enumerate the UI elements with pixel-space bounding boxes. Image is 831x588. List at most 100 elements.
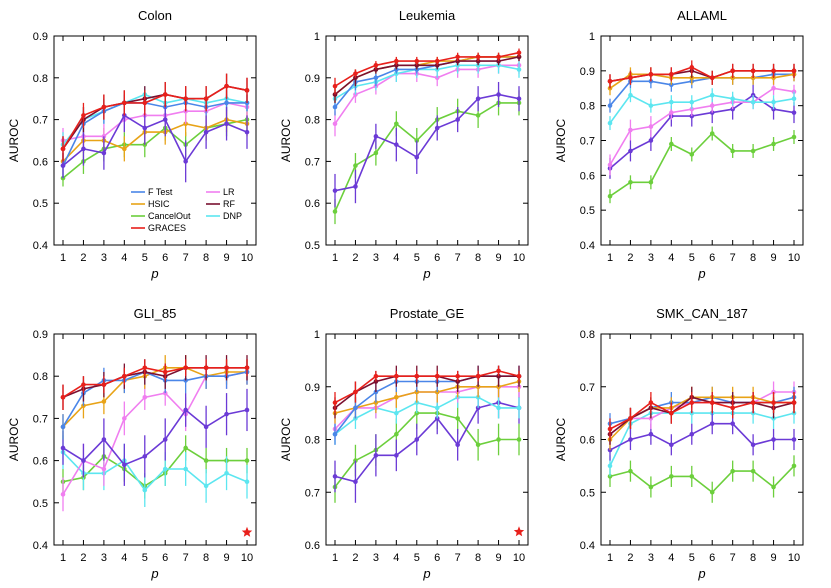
data-point (142, 365, 148, 371)
data-point (60, 492, 66, 497)
data-point (122, 373, 127, 379)
data-point (709, 75, 715, 81)
y-tick-label: 0.6 (33, 156, 48, 168)
data-point (709, 131, 715, 136)
data-point (750, 468, 756, 474)
series-line (609, 66, 794, 83)
data-point (607, 120, 613, 126)
data-point (162, 466, 168, 472)
series-line (334, 56, 520, 96)
data-point (101, 399, 107, 404)
data-point (475, 442, 481, 448)
data-point (332, 474, 338, 479)
series-line (334, 93, 520, 192)
data-point (628, 92, 633, 98)
data-point (455, 54, 460, 60)
data-point (730, 96, 735, 101)
data-point (332, 83, 338, 89)
legend-entry: GRACES (131, 223, 186, 233)
data-point (394, 431, 399, 437)
series-line (609, 94, 795, 170)
series-cancelout (60, 435, 250, 499)
data-point (224, 100, 229, 106)
data-point (224, 83, 229, 89)
y-tick-label: 0.8 (305, 435, 320, 447)
data-point (771, 68, 776, 74)
data-point (414, 58, 420, 64)
series-lr (60, 359, 250, 512)
data-point (771, 85, 776, 91)
data-point (244, 88, 250, 93)
series-line (334, 51, 520, 87)
y-tick-label: 0.6 (305, 198, 320, 210)
data-point (60, 146, 66, 152)
data-point (628, 437, 633, 442)
data-point (373, 75, 379, 81)
data-point (455, 373, 460, 379)
data-point (791, 110, 797, 115)
data-point (516, 96, 522, 101)
data-point (332, 431, 338, 437)
data-point (648, 484, 654, 490)
data-point (203, 483, 209, 489)
data-point (496, 437, 501, 442)
data-point (142, 125, 148, 131)
data-point (434, 58, 440, 64)
legend: F Test HSIC CancelOut GRACES LR RF DNP (131, 187, 242, 233)
series-line (609, 132, 795, 197)
data-point (353, 416, 358, 421)
y-tick-label: 0.7 (580, 382, 595, 394)
x-tick-label: 8 (750, 252, 756, 264)
data-point (750, 442, 756, 448)
x-tick-label: 5 (142, 552, 148, 564)
data-point (183, 466, 188, 472)
x-tick-label: 9 (223, 252, 229, 264)
data-point (394, 373, 399, 379)
data-point (60, 395, 66, 400)
data-point (332, 209, 338, 214)
data-point (791, 89, 797, 95)
series-dnp (332, 56, 522, 108)
series-cancelout (607, 126, 797, 204)
x-tick-label: 3 (648, 552, 654, 564)
data-point (162, 369, 168, 375)
data-point (750, 99, 756, 105)
series-lr (607, 81, 797, 176)
data-point (730, 148, 735, 154)
y-tick-label: 0.6 (33, 456, 48, 468)
data-point (475, 405, 481, 411)
x-tick-label: 7 (730, 252, 736, 264)
data-point (183, 445, 188, 451)
data-point (162, 117, 168, 122)
x-axis-label: p (697, 266, 705, 281)
y-tick-label: 0.7 (305, 156, 320, 168)
x-tick-label: 9 (770, 552, 776, 564)
data-point (607, 463, 613, 469)
data-point (750, 92, 756, 98)
series-line (334, 64, 519, 125)
data-point (730, 468, 735, 474)
x-tick-label: 6 (162, 252, 168, 264)
data-point (142, 454, 148, 459)
x-tick-label: 3 (648, 252, 654, 264)
data-point (771, 416, 776, 421)
data-point (60, 163, 66, 168)
x-tick-label: 5 (689, 252, 695, 264)
data-point (353, 71, 358, 76)
data-point (689, 152, 695, 157)
series-line (609, 94, 795, 124)
x-tick-label: 4 (121, 552, 127, 564)
data-point (791, 134, 797, 140)
y-tick-label: 0.5 (305, 240, 320, 252)
legend-label: LR (223, 187, 235, 197)
data-point (332, 104, 338, 110)
data-point (224, 411, 229, 417)
x-tick-label: 4 (668, 252, 674, 264)
y-tick-label: 0.8 (305, 115, 320, 127)
y-tick-label: 0.6 (580, 435, 595, 447)
data-point (516, 50, 522, 56)
series-line (62, 102, 248, 142)
data-point (709, 421, 715, 426)
series-line (609, 87, 795, 166)
y-axis-label: AUROC (279, 418, 293, 462)
